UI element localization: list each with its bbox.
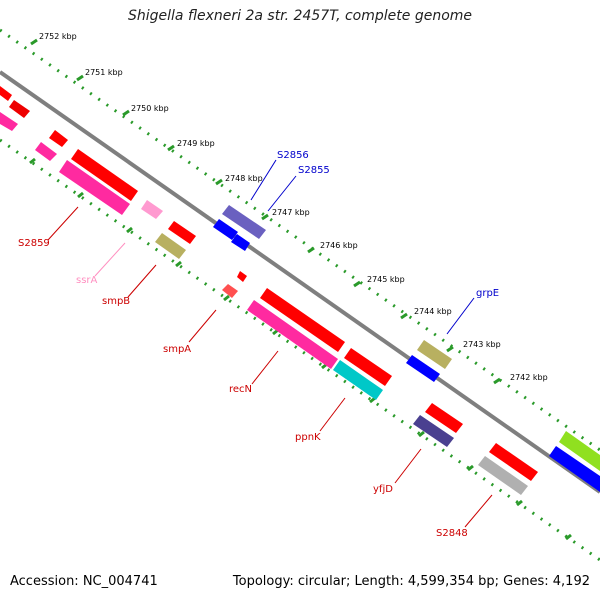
gene-grpe[interactable] xyxy=(417,340,452,369)
leader-s2859 xyxy=(47,206,79,241)
inner-tick-1 xyxy=(29,157,36,165)
gene-s2855[interactable] xyxy=(213,219,238,240)
ruler-label-2751: 2751 kbp xyxy=(85,68,123,77)
tick-2750 xyxy=(122,109,130,117)
ruler-label-2743: 2743 kbp xyxy=(463,340,501,349)
feature-arrow-red-small[interactable] xyxy=(49,130,68,147)
tick-2744 xyxy=(400,312,408,320)
tick-2747 xyxy=(261,213,269,221)
leader-s2856 xyxy=(250,159,277,201)
accession-text: Accession: NC_004741 xyxy=(10,574,158,589)
leader-ssra xyxy=(94,242,126,277)
label-s2848: S2848 xyxy=(436,528,468,539)
feature-arrow-red-edge-2[interactable] xyxy=(9,100,30,118)
ruler-label-2745: 2745 kbp xyxy=(367,275,405,284)
ruler-label-2747: 2747 kbp xyxy=(272,208,310,217)
gene-red-5[interactable] xyxy=(489,443,538,481)
gene-smpa-2[interactable] xyxy=(222,284,238,298)
ruler-label-2752: 2752 kbp xyxy=(39,32,77,41)
inner-tick-2 xyxy=(77,191,84,199)
feature-arrow-red-edge[interactable] xyxy=(0,86,12,101)
leader-ppnk xyxy=(319,397,346,432)
gene-red-4[interactable] xyxy=(425,403,463,433)
feature-arrow-pink-small[interactable] xyxy=(35,142,57,161)
label-recn: recN xyxy=(229,384,252,395)
label-ppnk: ppnK xyxy=(295,432,321,443)
gene-red-1[interactable] xyxy=(71,149,138,201)
inner-ruler-line xyxy=(0,138,600,562)
gene-smpb[interactable] xyxy=(155,233,186,259)
label-ssra: ssrA xyxy=(76,275,98,286)
inner-tick-10 xyxy=(467,464,474,472)
inner-tick-11 xyxy=(516,499,523,507)
leader-smpb xyxy=(127,264,157,298)
label-yfjd: yfjD xyxy=(373,484,393,495)
genome-backbone xyxy=(0,70,600,494)
gene-yfjd[interactable] xyxy=(413,415,454,447)
gene-red-3[interactable] xyxy=(344,348,392,386)
gene-smpa[interactable] xyxy=(237,271,247,282)
gene-ssra[interactable] xyxy=(141,200,163,219)
tick-2751 xyxy=(76,74,84,82)
inner-tick-5 xyxy=(223,294,230,302)
leader-recn xyxy=(251,350,279,385)
inner-tick-4 xyxy=(175,260,182,268)
feature-arrow-pink-edge[interactable] xyxy=(0,112,18,131)
gene-recn[interactable] xyxy=(247,300,338,369)
label-s2856: S2856 xyxy=(277,150,309,161)
tick-2746 xyxy=(307,246,315,254)
tick-2742 xyxy=(493,377,501,385)
leader-yfjd xyxy=(394,448,422,484)
tick-2752 xyxy=(30,38,38,46)
leader-s2848 xyxy=(464,494,493,528)
label-smpa: smpA xyxy=(163,344,191,355)
tick-2749 xyxy=(167,144,175,152)
leader-grpe xyxy=(446,297,475,335)
tick-2745 xyxy=(353,280,361,288)
inner-tick-3 xyxy=(126,226,133,234)
gene-red-2[interactable] xyxy=(168,221,196,244)
outer-ruler-line xyxy=(0,28,600,452)
ruler-label-2749: 2749 kbp xyxy=(177,139,215,148)
leader-smpa xyxy=(188,309,217,343)
label-grpe: grpE xyxy=(476,288,499,299)
gene-blue-right[interactable] xyxy=(549,446,600,492)
gene-red-long[interactable] xyxy=(260,288,345,352)
leader-s2855 xyxy=(267,175,297,212)
genome-stats-text: Topology: circular; Length: 4,599,354 bp… xyxy=(232,574,590,589)
inner-tick-12 xyxy=(565,533,572,541)
ruler-label-2748: 2748 kbp xyxy=(225,174,263,183)
ruler-label-2742: 2742 kbp xyxy=(510,373,548,382)
gene-grpe-blue[interactable] xyxy=(406,355,440,382)
gene-s2856[interactable] xyxy=(222,205,266,239)
map-title: Shigella flexneri 2a str. 2457T, complet… xyxy=(127,8,473,24)
gene-s2848[interactable] xyxy=(478,456,528,495)
ruler-label-2744: 2744 kbp xyxy=(414,307,452,316)
gene-blue-arrow[interactable] xyxy=(231,234,250,251)
gene-ppnk[interactable] xyxy=(333,360,383,400)
tick-2748 xyxy=(215,178,223,186)
label-smpb: smpB xyxy=(102,296,130,307)
gene-lime[interactable] xyxy=(559,431,600,471)
label-s2855: S2855 xyxy=(298,165,330,176)
gene-s2859[interactable] xyxy=(59,160,130,215)
label-s2859: S2859 xyxy=(18,238,50,249)
ruler-label-2746: 2746 kbp xyxy=(320,241,358,250)
ruler-label-2750: 2750 kbp xyxy=(131,104,169,113)
outer-ruler-ticks xyxy=(30,38,501,385)
inner-tick-9 xyxy=(418,430,425,438)
tick-2743 xyxy=(446,345,454,353)
